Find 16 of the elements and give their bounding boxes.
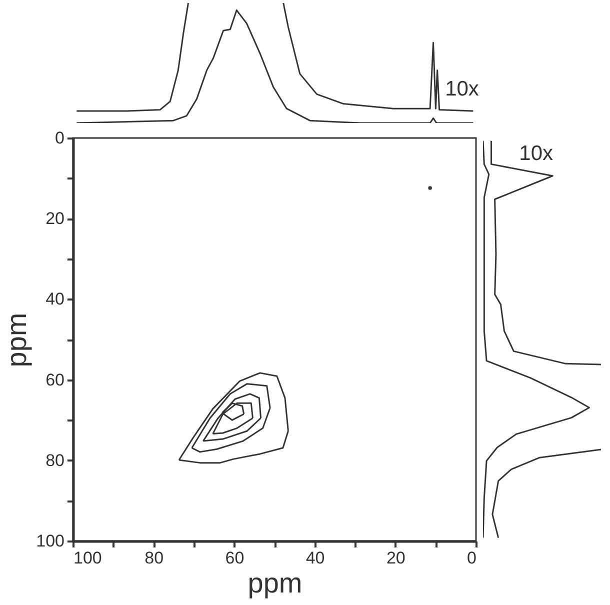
y-tick-label: 0: [55, 128, 64, 148]
y-tick-label: 60: [46, 370, 64, 390]
x-tick-label: 60: [225, 548, 244, 568]
annotation: 10x: [519, 142, 554, 165]
x-tick-label: 100: [74, 548, 102, 568]
annotation: 10x: [445, 77, 480, 100]
y-tick-label: 80: [46, 450, 64, 470]
y-axis-title: ppm: [1, 312, 32, 368]
y-tick-label: 100: [36, 532, 64, 550]
x-tick-label: 40: [306, 548, 325, 568]
y-tick-label: 20: [46, 209, 64, 228]
y-tick-label: 40: [46, 290, 64, 309]
x-tick-label: 80: [144, 548, 164, 568]
x-tick-label: 0: [467, 548, 476, 568]
x-axis-title: ppm: [248, 568, 302, 598]
x-tick-label: 20: [386, 548, 406, 568]
